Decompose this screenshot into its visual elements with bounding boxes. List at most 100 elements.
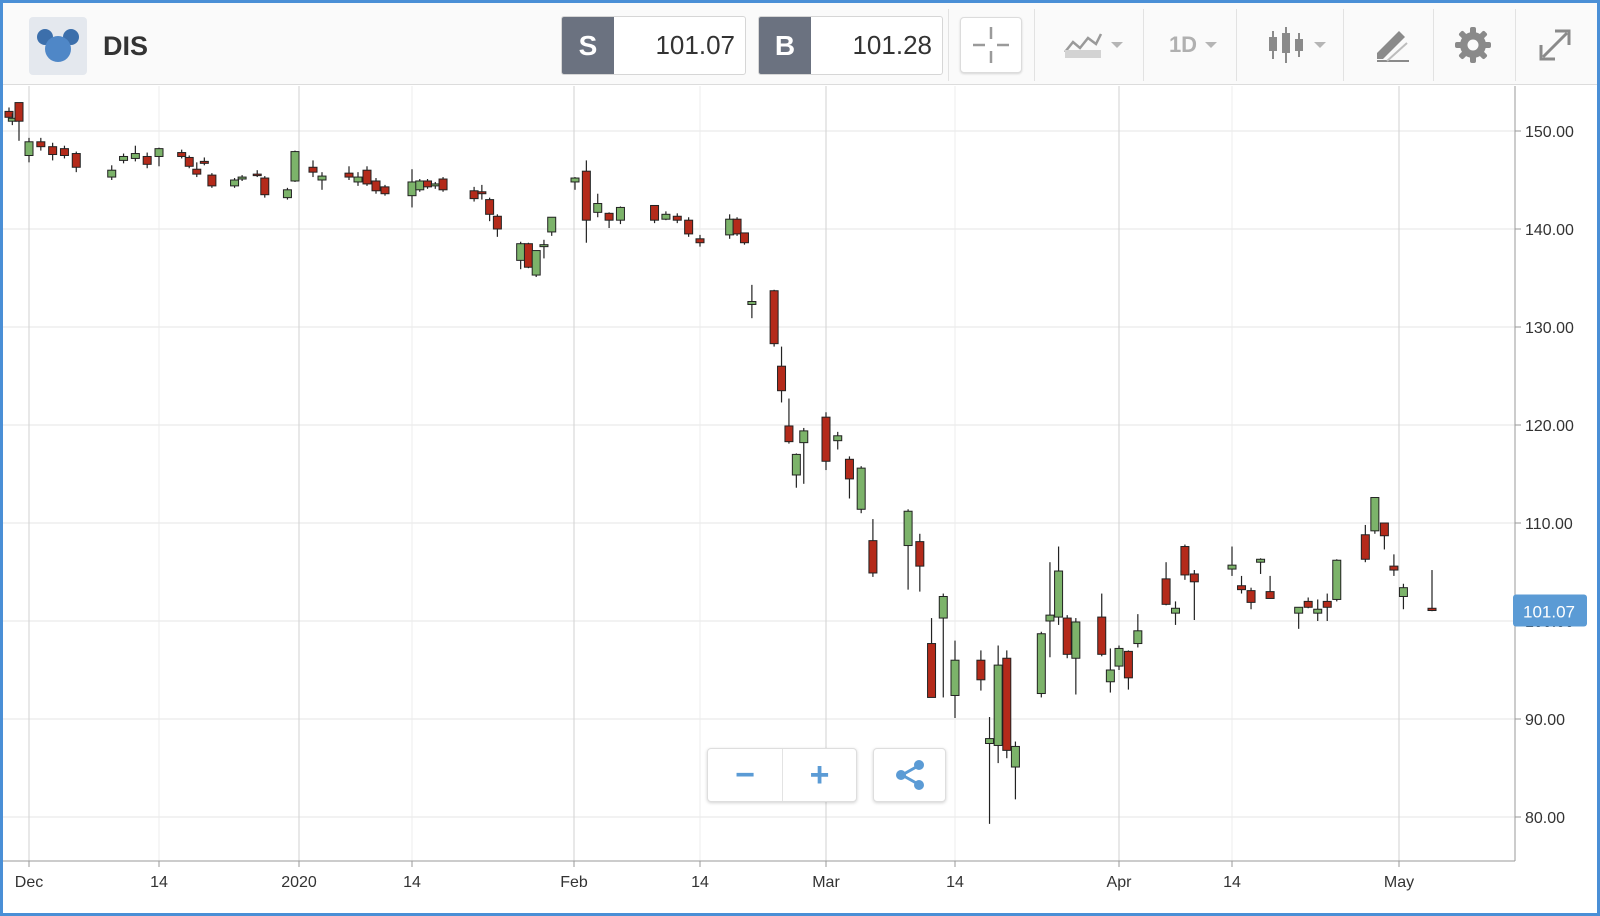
candle	[1180, 544, 1190, 580]
buy-price-button[interactable]: B 101.28	[758, 16, 943, 75]
candle	[747, 284, 757, 319]
toolbar-divider	[1236, 9, 1237, 81]
candle	[844, 456, 854, 499]
candle-body	[14, 102, 24, 122]
candle	[154, 147, 164, 167]
candle-body	[739, 232, 749, 244]
candle-body	[725, 218, 735, 236]
candle-body	[1097, 616, 1107, 655]
candle	[1045, 562, 1055, 658]
candle-body	[237, 176, 247, 180]
candle-body	[1332, 559, 1342, 600]
zoom-out-button[interactable]: −	[735, 755, 755, 794]
candle	[993, 645, 1003, 764]
drawing-tools-button[interactable]	[1353, 13, 1433, 77]
candle	[1360, 524, 1370, 563]
candle-body	[317, 175, 327, 181]
candle-body	[362, 169, 372, 185]
y-tick-label: 140.00	[1525, 222, 1574, 239]
compare-button[interactable]	[1048, 13, 1138, 77]
candle	[317, 172, 327, 190]
candle-body	[593, 203, 603, 213]
y-tick-label: 150.00	[1525, 124, 1574, 141]
candle-body	[1062, 617, 1072, 655]
candle	[260, 176, 270, 198]
candle	[1379, 522, 1389, 550]
candle	[119, 153, 129, 164]
candle	[344, 166, 354, 180]
candle	[695, 234, 705, 247]
candle-body	[570, 177, 580, 183]
buy-label: B	[759, 17, 811, 74]
candle	[547, 216, 557, 236]
candle	[1389, 554, 1399, 576]
candle	[1123, 650, 1133, 690]
candle-body	[993, 664, 1003, 746]
y-tick-label: 90.00	[1525, 712, 1565, 729]
interval-selector[interactable]: 1D	[1153, 13, 1233, 77]
candle-body	[1360, 534, 1370, 560]
candle	[36, 137, 46, 151]
x-tick-label: Feb	[560, 874, 588, 891]
y-tick-label: 80.00	[1525, 810, 1565, 827]
candle-body	[695, 238, 705, 244]
candle	[177, 149, 187, 159]
toolbar-divider	[1343, 9, 1344, 81]
candle-body	[415, 180, 425, 191]
candle	[903, 509, 913, 590]
candle-body	[36, 141, 46, 148]
candle-body	[1002, 657, 1012, 751]
x-tick-label: 14	[1223, 874, 1241, 891]
candle	[415, 179, 425, 192]
candle-body	[1313, 608, 1323, 614]
candle-body	[1133, 630, 1143, 645]
candle	[1256, 558, 1266, 574]
candle-body	[142, 155, 152, 165]
sell-price-button[interactable]: S 101.07	[561, 16, 746, 75]
candle	[615, 206, 625, 225]
candle	[739, 232, 749, 245]
settings-button[interactable]	[1443, 13, 1503, 77]
candle-body	[1171, 607, 1180, 614]
share-button[interactable]	[873, 748, 946, 802]
crosshair-button[interactable]	[960, 17, 1022, 73]
candle-body	[732, 218, 742, 235]
zoom-in-button[interactable]: +	[782, 749, 856, 801]
candle-body	[48, 146, 58, 156]
candlestick-chart[interactable]: 150.00140.00130.00120.00110.00100.0090.0…	[3, 86, 1597, 913]
candle	[725, 214, 735, 239]
candle-body	[523, 243, 533, 268]
candle	[423, 179, 433, 189]
candle-body	[833, 435, 843, 442]
toolbar: DIS S 101.07 B 101.28 1D	[3, 3, 1597, 85]
candle-body	[539, 244, 549, 248]
candle-body	[1010, 745, 1020, 768]
y-tick-label: 130.00	[1525, 320, 1574, 337]
candle-body	[192, 168, 202, 175]
candle-body	[1427, 607, 1437, 612]
x-tick-label: 2020	[281, 874, 317, 891]
candle	[48, 142, 58, 161]
candle-body	[1045, 614, 1055, 622]
mickey-ears-icon[interactable]	[29, 17, 87, 75]
price-chart[interactable]: 150.00140.00130.00120.00110.00100.0090.0…	[3, 86, 1597, 913]
chart-type-button[interactable]	[1251, 13, 1341, 77]
candle-body	[290, 151, 300, 182]
candle	[1246, 587, 1256, 610]
candle	[252, 170, 262, 178]
candle-body	[799, 430, 809, 444]
candle-body	[531, 250, 541, 276]
candle-body	[938, 596, 948, 619]
candle	[938, 593, 948, 698]
candle	[1010, 741, 1020, 800]
ticker-symbol: DIS	[103, 31, 149, 61]
candle-body	[353, 176, 363, 183]
expand-icon	[1539, 29, 1571, 61]
candle-body	[1105, 669, 1115, 683]
toolbar-divider	[1433, 9, 1434, 81]
fullscreen-button[interactable]	[1525, 13, 1585, 77]
chevron-down-icon	[1205, 42, 1218, 48]
candle	[1322, 593, 1332, 621]
candle	[516, 241, 526, 270]
candle-body	[24, 141, 34, 156]
